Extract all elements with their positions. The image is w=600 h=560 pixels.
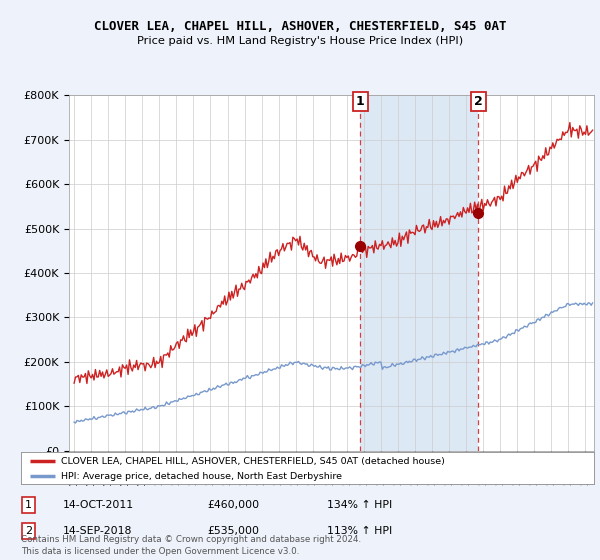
Text: CLOVER LEA, CHAPEL HILL, ASHOVER, CHESTERFIELD, S45 0AT (detached house): CLOVER LEA, CHAPEL HILL, ASHOVER, CHESTE… bbox=[61, 456, 445, 465]
Text: 1: 1 bbox=[25, 500, 32, 510]
Text: 1: 1 bbox=[356, 95, 365, 108]
Text: CLOVER LEA, CHAPEL HILL, ASHOVER, CHESTERFIELD, S45 0AT: CLOVER LEA, CHAPEL HILL, ASHOVER, CHESTE… bbox=[94, 20, 506, 32]
Text: 14-SEP-2018: 14-SEP-2018 bbox=[63, 526, 133, 536]
Text: 2: 2 bbox=[474, 95, 482, 108]
Text: Price paid vs. HM Land Registry's House Price Index (HPI): Price paid vs. HM Land Registry's House … bbox=[137, 36, 463, 46]
Text: Contains HM Land Registry data © Crown copyright and database right 2024.
This d: Contains HM Land Registry data © Crown c… bbox=[21, 535, 361, 556]
Text: £460,000: £460,000 bbox=[207, 500, 259, 510]
Text: £535,000: £535,000 bbox=[207, 526, 259, 536]
Text: 2: 2 bbox=[25, 526, 32, 536]
Text: HPI: Average price, detached house, North East Derbyshire: HPI: Average price, detached house, Nort… bbox=[61, 472, 342, 481]
Text: 113% ↑ HPI: 113% ↑ HPI bbox=[327, 526, 392, 536]
Bar bbox=[361, 95, 478, 451]
Text: 14-OCT-2011: 14-OCT-2011 bbox=[63, 500, 134, 510]
Text: 134% ↑ HPI: 134% ↑ HPI bbox=[327, 500, 392, 510]
